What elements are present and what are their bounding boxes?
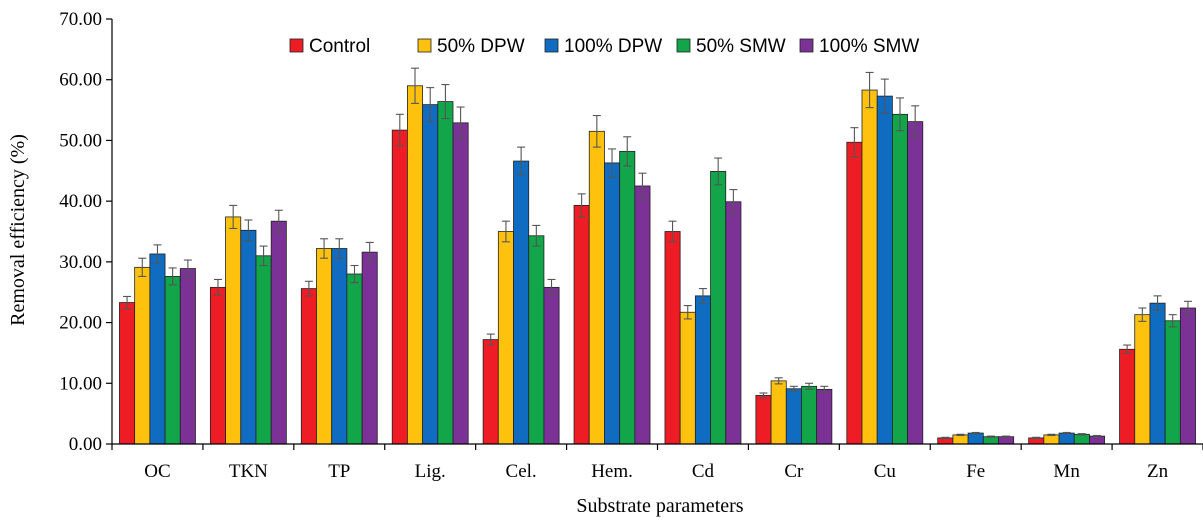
bar	[331, 248, 348, 445]
bar	[346, 273, 363, 445]
bar	[1058, 432, 1075, 445]
legend-label: 100% SMW	[819, 36, 919, 57]
legend-swatch	[289, 38, 304, 53]
bar	[1179, 307, 1196, 445]
bar	[664, 231, 681, 445]
x-tick-label: Cd	[692, 461, 715, 482]
y-axis-ticks: 0.00 10.00 20.00 30.00 40.00 50.00 60.00 70.00	[59, 9, 112, 455]
bar	[270, 220, 287, 445]
bar	[164, 276, 181, 445]
bar	[149, 253, 166, 445]
bar	[1164, 320, 1181, 445]
x-tick-label: TKN	[229, 461, 268, 482]
bar	[710, 170, 727, 445]
bar	[1119, 348, 1136, 445]
bar	[240, 229, 257, 445]
y-tick-label: 30.00	[59, 252, 102, 273]
bar	[725, 201, 742, 445]
legend: Control 50% DPW 100% DPW 50% SMW 100% SMW	[289, 36, 919, 57]
y-tick-label: 70.00	[59, 9, 102, 30]
bar	[1089, 435, 1106, 445]
bar	[634, 185, 651, 445]
bar	[967, 432, 984, 445]
bar	[785, 388, 802, 445]
bar	[316, 248, 333, 445]
bar	[407, 85, 424, 445]
bar	[952, 434, 969, 445]
bar	[497, 231, 514, 445]
bar	[482, 339, 499, 445]
x-axis-title: Substrate parameters	[576, 495, 743, 517]
y-axis-title: Removal efficiency (%)	[7, 134, 29, 326]
bar	[846, 141, 863, 445]
bar	[513, 160, 530, 445]
bar	[209, 286, 226, 445]
x-tick-label: Mn	[1053, 461, 1080, 482]
x-tick-label: Cr	[784, 461, 804, 482]
bar	[300, 288, 317, 445]
legend-swatch	[799, 38, 814, 53]
bar	[422, 104, 439, 445]
y-tick-label: 40.00	[59, 191, 102, 212]
x-tick-label: TP	[328, 461, 350, 482]
x-tick-label: Fe	[966, 461, 985, 482]
bar	[361, 251, 378, 445]
bar	[119, 302, 136, 445]
x-tick-label: Cu	[874, 461, 897, 482]
bar	[588, 130, 605, 445]
bar	[816, 388, 833, 445]
legend-label: 50% SMW	[696, 36, 786, 57]
legend-label: 50% DPW	[437, 36, 525, 57]
y-tick-label: 0.00	[69, 434, 102, 455]
bar	[694, 295, 711, 445]
bar	[861, 89, 878, 445]
bar	[604, 162, 621, 445]
bar	[619, 150, 636, 445]
bar	[770, 380, 787, 445]
bar	[1073, 433, 1090, 445]
legend-swatch	[676, 38, 691, 53]
bar	[755, 395, 772, 445]
x-axis-ticks: OC TKN TP Lig. Cel. Hem. Cd Cr Cu Fe Mn Zn	[111, 444, 1203, 482]
bar	[876, 95, 893, 445]
bar	[225, 216, 242, 445]
bar	[801, 385, 818, 445]
bar	[1134, 314, 1151, 445]
bar	[452, 122, 469, 445]
y-tick-label: 20.00	[59, 313, 102, 334]
legend-label: 100% DPW	[564, 36, 662, 57]
bar	[1043, 434, 1060, 445]
bar	[573, 204, 590, 445]
y-tick-label: 10.00	[59, 373, 102, 394]
bar	[1149, 302, 1166, 445]
x-tick-label: Lig.	[415, 461, 446, 482]
bars-group	[119, 85, 1196, 445]
legend-swatch	[417, 38, 432, 53]
bar	[679, 311, 696, 445]
y-tick-label: 60.00	[59, 70, 102, 91]
y-tick-label: 50.00	[59, 130, 102, 151]
bar	[255, 255, 272, 445]
bar	[543, 286, 560, 445]
bar	[528, 235, 545, 445]
bar	[437, 101, 454, 445]
x-tick-label: Cel.	[506, 461, 537, 482]
bar	[891, 113, 908, 445]
bar	[391, 129, 408, 445]
legend-swatch	[544, 38, 559, 53]
bar	[179, 268, 196, 445]
x-tick-label: Zn	[1147, 461, 1169, 482]
error-bars-group	[123, 67, 1192, 440]
bar	[134, 266, 151, 445]
legend-label: Control	[309, 36, 370, 57]
bar	[907, 121, 924, 445]
x-tick-label: OC	[144, 461, 170, 482]
x-tick-label: Hem.	[591, 461, 633, 482]
